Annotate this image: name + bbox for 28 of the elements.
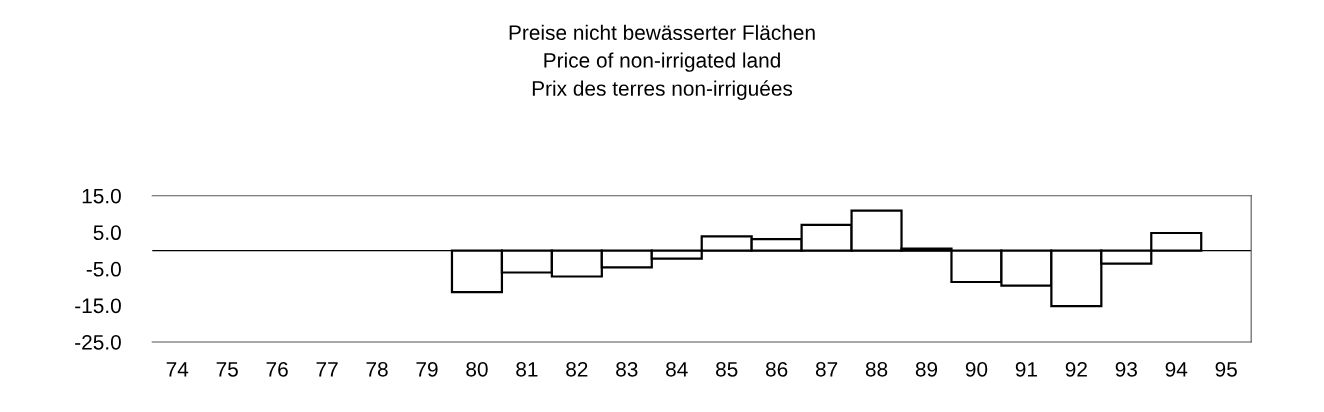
y-tick-label: -15.0 xyxy=(75,298,121,314)
x-tick-label: 83 xyxy=(616,361,638,377)
x-tick-label: 89 xyxy=(915,361,938,377)
x-tick-label: 88 xyxy=(865,361,888,377)
y-tick-label: -25.0 xyxy=(75,334,121,350)
x-tick-label: 81 xyxy=(516,361,538,377)
chart-title: Preise nicht bewässerter Flächen Price of non-irrigated land Prix des terres non-irriguées xyxy=(509,24,815,100)
x-tick-label: 75 xyxy=(216,362,238,377)
x-tick-label: 84 xyxy=(666,361,688,377)
x-tick-label: 92 xyxy=(1065,361,1087,377)
x-tick-label: 86 xyxy=(765,361,788,377)
x-tick-label: 77 xyxy=(316,362,338,377)
x-tick-label: 78 xyxy=(366,361,388,377)
y-tick-label: 15.0 xyxy=(82,188,121,204)
y-tick-label: 5.0 xyxy=(93,225,121,241)
x-tick-label: 95 xyxy=(1215,361,1237,377)
y-tick-label: -5.0 xyxy=(86,261,121,277)
x-tick-label: 87 xyxy=(815,361,838,377)
x-tick-label: 91 xyxy=(1015,361,1037,377)
x-tick-label: 93 xyxy=(1115,361,1137,377)
x-tick-label: 79 xyxy=(416,361,438,377)
x-tick-label: 74 xyxy=(166,362,189,377)
x-tick-label: 80 xyxy=(466,361,488,377)
x-tick-label: 82 xyxy=(566,361,588,377)
x-tick-label: 94 xyxy=(1165,361,1188,377)
x-tick-label: 76 xyxy=(266,361,288,377)
x-tick-label: 85 xyxy=(716,361,738,377)
x-tick-label: 90 xyxy=(965,361,988,377)
